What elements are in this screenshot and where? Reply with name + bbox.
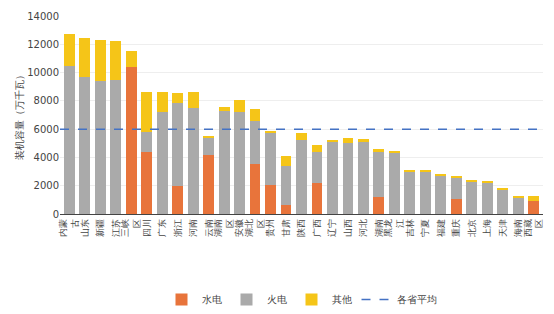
svg-text:14000: 14000 xyxy=(27,11,59,22)
svg-text:8000: 8000 xyxy=(34,95,59,106)
svg-text:云南: 云南 xyxy=(204,219,214,237)
svg-text:天津: 天津 xyxy=(498,219,508,237)
svg-text:北京: 北京 xyxy=(467,219,477,237)
svg-text:湖北区: 湖北区 xyxy=(244,219,266,237)
svg-text:12000: 12000 xyxy=(27,39,59,50)
svg-text:其他: 其他 xyxy=(332,294,352,305)
svg-text:吉林: 吉林 xyxy=(405,219,415,237)
svg-text:4000: 4000 xyxy=(34,152,59,163)
svg-text:西藏区: 西藏区 xyxy=(523,219,545,237)
svg-text:10000: 10000 xyxy=(27,67,59,78)
svg-text:三峡区: 三峡区 xyxy=(120,219,142,237)
svg-text:宁夏: 宁夏 xyxy=(420,219,430,237)
svg-text:四川: 四川 xyxy=(142,219,152,237)
svg-text:湖南: 湖南 xyxy=(374,219,384,237)
svg-text:重庆: 重庆 xyxy=(451,219,461,237)
svg-text:河南: 河南 xyxy=(188,219,198,237)
svg-text:广西: 广西 xyxy=(312,219,322,237)
svg-text:上海: 上海 xyxy=(482,219,492,237)
svg-text:装机容量（万千瓦）: 装机容量（万千瓦） xyxy=(14,70,25,160)
svg-text:陕西: 陕西 xyxy=(296,219,306,237)
svg-text:福建: 福建 xyxy=(436,219,446,237)
svg-text:山东: 山东 xyxy=(80,219,90,237)
svg-text:6000: 6000 xyxy=(34,124,59,135)
svg-text:2000: 2000 xyxy=(34,180,59,191)
svg-text:湖南区: 湖南区 xyxy=(213,219,235,237)
svg-text:山西: 山西 xyxy=(343,219,353,237)
svg-text:广东: 广东 xyxy=(157,219,167,237)
svg-text:辽宁: 辽宁 xyxy=(327,219,337,237)
svg-text:新疆: 新疆 xyxy=(95,219,105,237)
svg-text:安徽: 安徽 xyxy=(235,219,245,237)
svg-text:0: 0 xyxy=(53,209,59,220)
svg-text:水电: 水电 xyxy=(202,294,222,305)
svg-text:火电: 火电 xyxy=(267,294,287,305)
svg-text:各省平均: 各省平均 xyxy=(397,294,437,305)
svg-text:海南: 海南 xyxy=(513,219,523,237)
svg-text:浙江: 浙江 xyxy=(173,219,183,237)
svg-text:河北: 河北 xyxy=(358,219,368,237)
svg-text:甘肃: 甘肃 xyxy=(281,219,291,237)
svg-text:江苏: 江苏 xyxy=(111,219,121,237)
svg-text:内蒙古: 内蒙古 xyxy=(58,219,80,237)
svg-text:黑龙江: 黑龙江 xyxy=(383,219,405,237)
svg-text:贵州: 贵州 xyxy=(265,219,275,237)
